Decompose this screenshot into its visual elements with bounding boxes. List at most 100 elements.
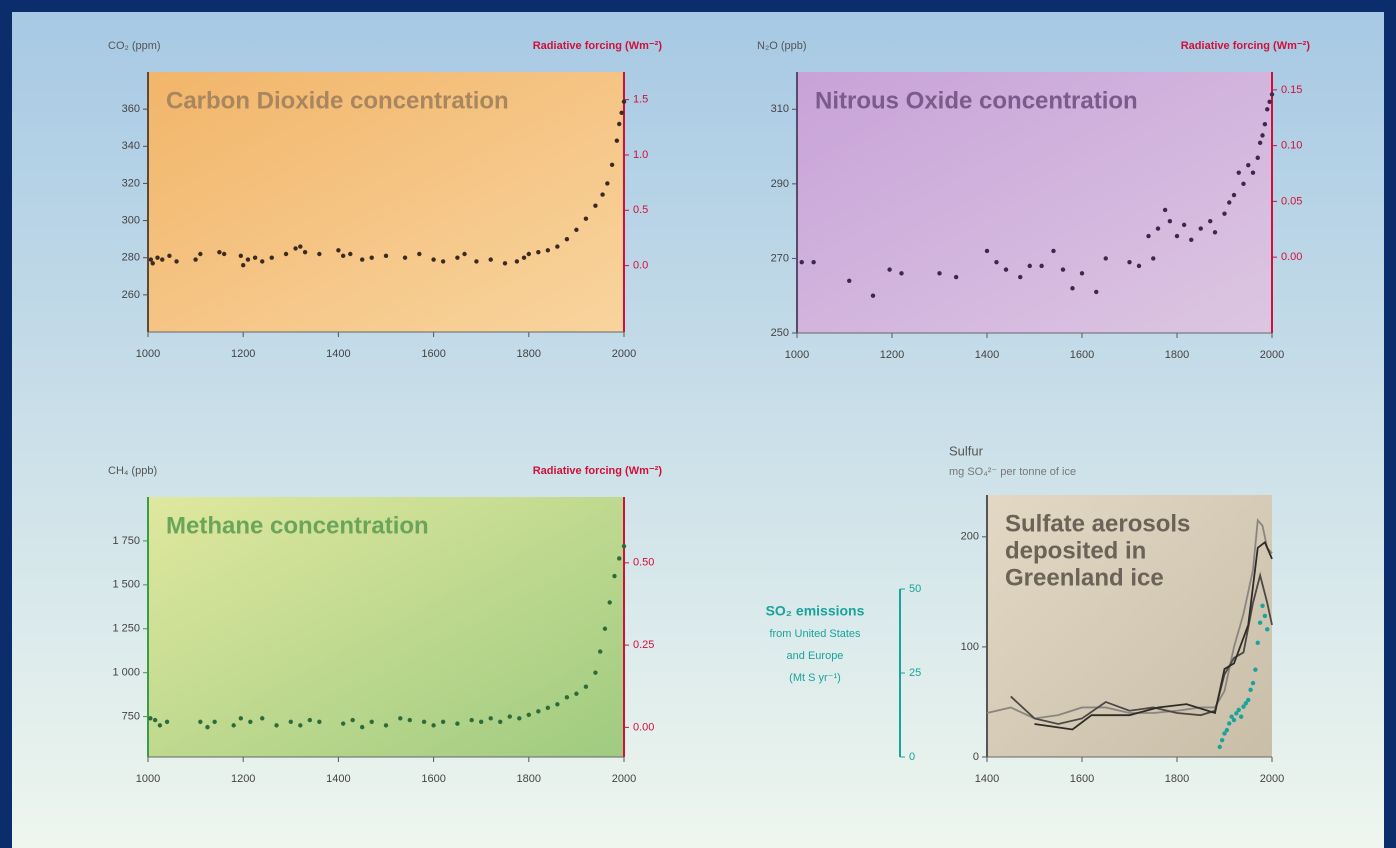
y2-tick-label: 0.05	[1281, 195, 1302, 207]
data-point	[238, 253, 244, 259]
data-point	[1238, 714, 1244, 719]
x-tick-label: 1400	[326, 773, 350, 785]
data-point	[612, 573, 617, 579]
data-point	[205, 724, 210, 730]
data-point	[1208, 218, 1213, 224]
data-point	[155, 255, 160, 260]
data-point	[238, 716, 244, 721]
data-point	[564, 695, 570, 700]
data-point	[583, 684, 589, 689]
y2-axis-label: Radiative forcing (Wm⁻²)	[533, 465, 663, 477]
y2-tick-label: 0.50	[633, 557, 654, 569]
data-line	[986, 518, 1273, 720]
data-point	[1103, 256, 1108, 261]
data-point	[583, 216, 589, 221]
y2-tick-label: 1.5	[633, 94, 648, 106]
data-point	[1227, 200, 1232, 205]
data-point	[984, 248, 990, 254]
x-tick-label: 2000	[612, 348, 636, 360]
data-point	[799, 259, 804, 265]
data-point	[440, 719, 446, 725]
data-point	[193, 257, 198, 262]
data-point	[536, 709, 541, 714]
x-tick-label: 1200	[880, 349, 904, 361]
y2-tick-label: 0.0	[633, 260, 648, 272]
data-point	[574, 227, 579, 233]
data-point	[1246, 163, 1251, 168]
data-point	[517, 716, 522, 721]
chart-title: Carbon Dioxide concentration	[166, 87, 509, 114]
data-point	[1003, 267, 1009, 272]
data-point	[593, 203, 598, 208]
data-point	[521, 255, 527, 260]
data-point	[1167, 218, 1173, 224]
data-point	[937, 271, 942, 276]
data-point	[1257, 620, 1263, 625]
data-point	[245, 257, 251, 262]
data-point	[1246, 697, 1251, 703]
x-tick-label: 1000	[136, 348, 160, 360]
x-tick-label: 1000	[785, 349, 809, 361]
data-point	[1269, 92, 1275, 97]
data-point	[167, 253, 172, 259]
data-point	[1127, 259, 1132, 265]
x-tick-label: 2000	[1260, 349, 1284, 361]
y-tick-label: 280	[122, 252, 140, 264]
y-tick-label: 1 250	[112, 623, 140, 635]
data-point	[217, 249, 222, 255]
y2-tick-label: 0.10	[1281, 140, 1302, 152]
x-tick-label: 1600	[421, 773, 445, 785]
data-point	[609, 162, 615, 168]
data-point	[953, 274, 959, 280]
data-point	[148, 257, 154, 262]
data-point	[1136, 263, 1142, 269]
data-point	[474, 259, 479, 264]
y-axis-label: CO₂ (ppm)	[108, 40, 161, 52]
data-point	[1027, 263, 1032, 269]
x-tick-label: 1200	[231, 348, 255, 360]
y-tick-label: 200	[961, 531, 979, 543]
data-point	[350, 717, 355, 723]
y-tick-label: 1 500	[112, 579, 140, 591]
data-point	[360, 724, 365, 730]
y-axis-label: N₂O (ppb)	[757, 40, 807, 52]
data-point	[1060, 267, 1066, 272]
y-tick-label: 270	[771, 252, 789, 264]
y2-axis-label: from United States	[769, 628, 861, 640]
data-point	[152, 717, 158, 723]
x-tick-label: 1400	[975, 349, 999, 361]
data-point	[164, 719, 170, 725]
y-tick-label: 250	[771, 327, 789, 339]
data-point	[212, 719, 217, 725]
data-point	[150, 261, 155, 266]
y-tick-label: 360	[122, 103, 140, 115]
data-point	[1198, 226, 1203, 231]
data-point	[360, 257, 365, 262]
chart-title: Nitrous Oxide concentration	[815, 87, 1138, 114]
data-point	[398, 716, 403, 721]
data-point	[1174, 233, 1180, 239]
data-point	[1162, 207, 1168, 213]
y2-axis-label: SO₂ emissions	[766, 603, 865, 619]
chart-title: Sulfate aerosols	[1005, 510, 1190, 537]
data-point	[148, 716, 153, 721]
data-point	[340, 253, 346, 259]
data-point	[617, 121, 622, 127]
data-point	[619, 110, 624, 116]
data-point	[1234, 711, 1239, 716]
data-point	[1236, 707, 1241, 713]
data-point	[1241, 181, 1246, 187]
data-point	[536, 249, 541, 255]
x-tick-label: 2000	[612, 773, 636, 785]
data-point	[157, 723, 163, 728]
y2-tick-label: 0	[909, 751, 915, 763]
data-point	[1018, 274, 1023, 280]
data-point	[462, 251, 467, 257]
data-point	[1262, 613, 1268, 619]
data-line	[1034, 540, 1273, 731]
data-point	[421, 719, 427, 725]
data-point	[288, 719, 293, 725]
data-point	[526, 251, 531, 257]
data-point	[498, 719, 503, 725]
